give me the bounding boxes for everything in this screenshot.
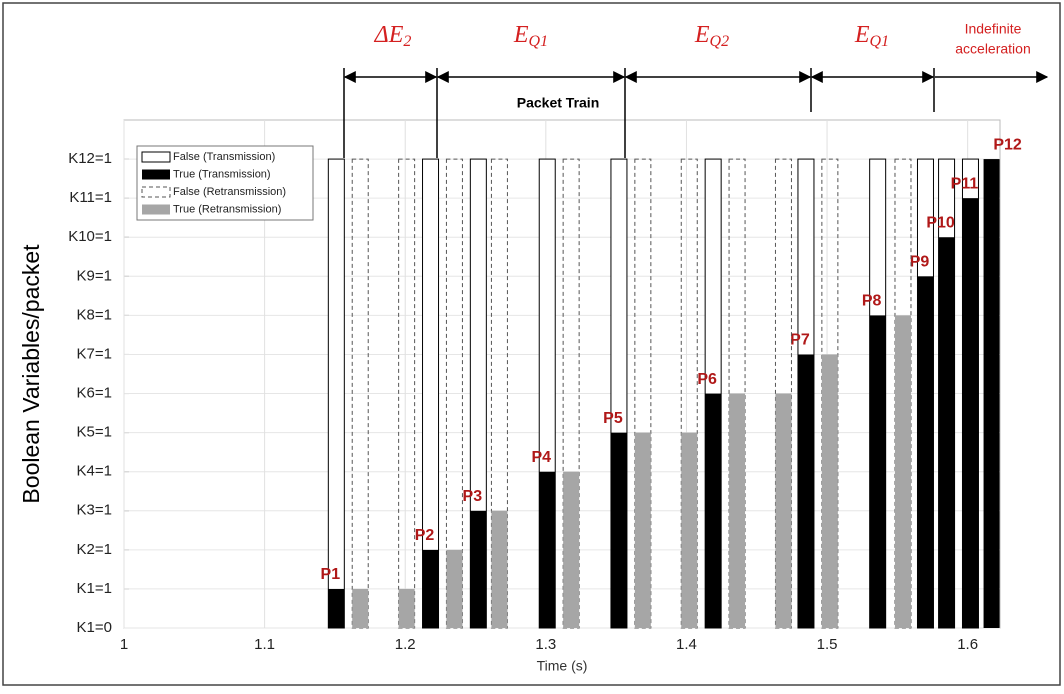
annotation: ΔE2 bbox=[374, 22, 412, 50]
legend-swatch bbox=[142, 169, 170, 180]
legend: False (Transmission) True (Transmission) F… bbox=[136, 145, 314, 221]
x-tick-label: 1.5 bbox=[817, 636, 838, 653]
y-tick-label: K5=1 bbox=[77, 424, 112, 441]
annotation-text: ΔE bbox=[374, 22, 404, 48]
y-tick-label: K6=1 bbox=[77, 385, 112, 402]
bar bbox=[729, 393, 746, 628]
annotation: EQ1 bbox=[513, 22, 548, 50]
y-tick-label: K10=1 bbox=[68, 228, 112, 245]
annotation-text: E bbox=[694, 22, 710, 48]
point-label: P6 bbox=[697, 371, 717, 388]
y-tick-label: K8=1 bbox=[77, 306, 112, 323]
legend-label: False (Retransmission) bbox=[173, 186, 286, 198]
bar bbox=[938, 237, 955, 628]
point-label: P2 bbox=[415, 527, 435, 544]
legend-label: False (Transmission) bbox=[173, 151, 275, 163]
y-tick-label: K2=1 bbox=[77, 541, 112, 558]
y-tick-label: K1=1 bbox=[77, 580, 112, 597]
x-tick-label: 1.2 bbox=[395, 636, 416, 653]
bar bbox=[539, 471, 556, 628]
bar bbox=[705, 393, 722, 628]
bar bbox=[446, 549, 463, 628]
point-label: P10 bbox=[926, 214, 955, 231]
y-tick-label: K11=1 bbox=[69, 189, 112, 206]
y-axis-label: Boolean Variables/packet bbox=[18, 244, 44, 504]
chart-title: Packet Train bbox=[517, 95, 600, 111]
bar bbox=[894, 315, 911, 628]
bar bbox=[352, 588, 369, 628]
annotation-subscript: Q1 bbox=[529, 33, 549, 50]
y-tick-label: K4=1 bbox=[77, 463, 112, 480]
bar bbox=[422, 549, 439, 628]
annotation: EQ1 bbox=[854, 22, 889, 50]
bar bbox=[491, 510, 508, 628]
annotation-subscript: Q1 bbox=[870, 33, 890, 50]
annotation-text: E bbox=[513, 22, 529, 48]
y-tick-label: K12=1 bbox=[68, 150, 112, 167]
legend-swatch bbox=[142, 204, 170, 215]
x-axis-label: Time (s) bbox=[537, 658, 588, 674]
bar bbox=[869, 315, 886, 628]
annotation-subscript: 2 bbox=[403, 33, 411, 50]
interval-markers bbox=[343, 68, 1049, 158]
bar bbox=[634, 432, 651, 628]
annotation: EQ2 bbox=[694, 22, 729, 50]
point-label: P1 bbox=[321, 566, 341, 583]
point-label: P5 bbox=[603, 410, 623, 427]
x-tick-label: 1.1 bbox=[254, 636, 275, 653]
bar bbox=[681, 432, 698, 628]
legend-label: True (Transmission) bbox=[173, 168, 271, 180]
bar bbox=[917, 276, 934, 628]
point-label: P4 bbox=[531, 449, 551, 466]
x-tick-label: 1.6 bbox=[957, 636, 978, 653]
legend-label: True (Retransmission) bbox=[173, 203, 281, 215]
bar bbox=[398, 588, 415, 628]
legend-swatch bbox=[141, 186, 171, 198]
point-label: P3 bbox=[463, 488, 483, 505]
bar bbox=[983, 159, 1000, 629]
annotation-text: E bbox=[854, 22, 870, 48]
bar bbox=[470, 510, 487, 628]
point-label: P7 bbox=[790, 332, 810, 349]
point-label: P12 bbox=[993, 136, 1022, 153]
bar bbox=[775, 393, 792, 628]
annotation: acceleration bbox=[955, 41, 1031, 57]
y-tick-label: K9=1 bbox=[77, 267, 112, 284]
x-tick-label: 1.3 bbox=[535, 636, 556, 653]
legend-swatch bbox=[141, 151, 171, 163]
x-tick-label: 1.4 bbox=[676, 636, 697, 653]
bar bbox=[821, 354, 838, 628]
bar bbox=[328, 588, 345, 628]
y-tick-label: K3=1 bbox=[77, 502, 112, 519]
y-tick-label: K7=1 bbox=[77, 345, 112, 362]
point-label: P11 bbox=[951, 175, 979, 192]
y-tick-label: K1=0 bbox=[77, 619, 112, 636]
annotation-subscript: Q2 bbox=[710, 33, 730, 50]
bar bbox=[962, 198, 979, 628]
x-tick-label: 1 bbox=[120, 636, 128, 653]
bar bbox=[327, 158, 345, 629]
annotation: Indefinite bbox=[965, 21, 1022, 37]
bar bbox=[610, 432, 627, 628]
bar bbox=[797, 354, 814, 628]
point-label: P8 bbox=[862, 293, 882, 310]
bar bbox=[563, 471, 580, 628]
point-label: P9 bbox=[910, 254, 930, 271]
